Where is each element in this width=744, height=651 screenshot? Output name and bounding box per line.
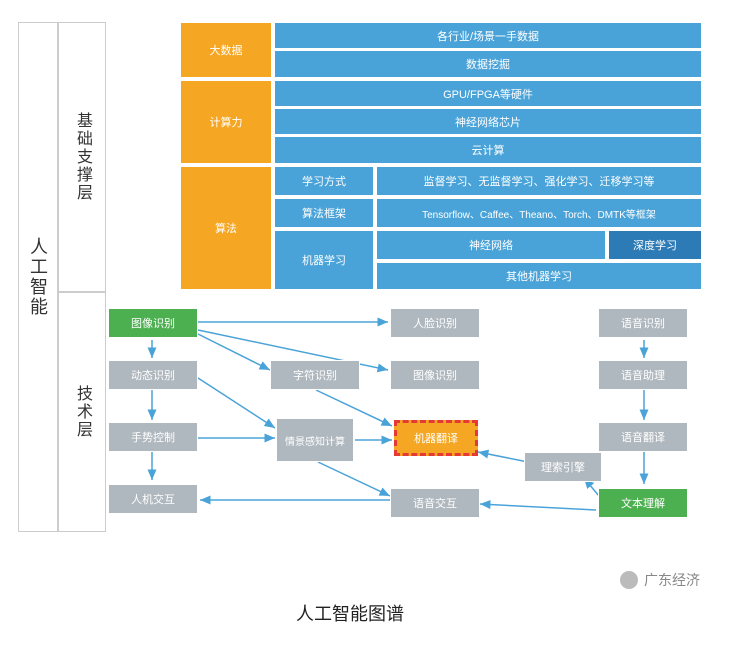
node-char-rec: 字符识别 (270, 360, 360, 390)
layer2-vlabel: 技术层 (58, 292, 106, 532)
compute-row-2: 云计算 (274, 136, 702, 164)
algo-r2-k: 算法框架 (274, 198, 374, 228)
algo-r1-v: 监督学习、无监督学习、强化学习、迁移学习等 (376, 166, 702, 196)
node-asr: 语音识别 (598, 308, 688, 338)
node-hci: 人机交互 (108, 484, 198, 514)
bigdata-row-1: 数据挖掘 (274, 50, 702, 78)
compute-label: 计算力 (180, 80, 272, 164)
node-nlu: 文本理解 (598, 488, 688, 518)
node-va: 语音助理 (598, 360, 688, 390)
compute-row-0: GPU/FPGA等硬件 (274, 80, 702, 107)
node-img-rec: 图像识别 (108, 308, 198, 338)
node-face-rec: 人脸识别 (390, 308, 480, 338)
node-dyn-rec: 动态识别 (108, 360, 198, 390)
algo-label: 算法 (180, 166, 272, 290)
bigdata-label: 大数据 (180, 22, 272, 78)
wechat-icon (620, 571, 638, 589)
algo-r1-k: 学习方式 (274, 166, 374, 196)
algo-r3-a: 神经网络 (376, 230, 606, 260)
node-scene: 情景感知计算 (276, 418, 354, 462)
source-credit: 广东经济 (620, 570, 700, 590)
source-text: 广东经济 (644, 570, 700, 590)
node-voice-int: 语音交互 (390, 488, 480, 518)
algo-r4: 其他机器学习 (376, 262, 702, 290)
algo-ml-label: 机器学习 (274, 230, 374, 290)
compute-row-1: 神经网络芯片 (274, 108, 702, 135)
layer1-vlabel: 基础支撑层 (58, 22, 106, 292)
algo-r3-b: 深度学习 (608, 230, 702, 260)
node-st: 语音翻译 (598, 422, 688, 452)
node-img-rec2: 图像识别 (390, 360, 480, 390)
node-search: 理索引擎 (524, 452, 602, 482)
node-gesture: 手势控制 (108, 422, 198, 452)
figure-caption: 人工智能图谱 (296, 600, 404, 626)
bigdata-row-0: 各行业/场景一手数据 (274, 22, 702, 49)
node-mt-highlight: 机器翻译 (394, 420, 478, 456)
algo-r2-v: Tensorflow、Caffee、Theano、Torch、DMTK等框架 (376, 198, 702, 228)
root-vlabel: 人工智能 (18, 22, 58, 532)
